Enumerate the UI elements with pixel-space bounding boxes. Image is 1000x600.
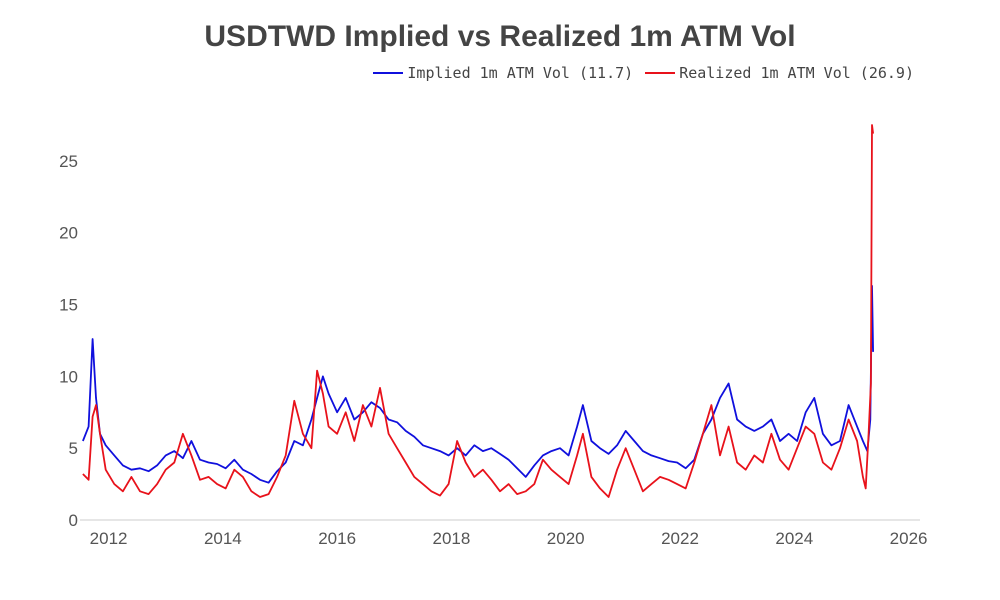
legend-item-realized[interactable]: Realized 1m ATM Vol (26.9)	[645, 64, 914, 82]
x-tick-label: 2022	[661, 529, 699, 548]
x-tick-label: 2016	[318, 529, 356, 548]
x-tick-label: 2012	[90, 529, 128, 548]
y-tick-label: 15	[59, 296, 78, 315]
legend-item-implied[interactable]: Implied 1m ATM Vol (11.7)	[373, 64, 633, 82]
series-line-implied[interactable]	[82, 284, 874, 484]
chart-title: USDTWD Implied vs Realized 1m ATM Vol	[204, 20, 796, 53]
x-tick-label: 2024	[775, 529, 813, 548]
y-tick-label: 5	[69, 439, 78, 458]
x-tick-label: 2020	[547, 529, 585, 548]
y-tick-label: 0	[69, 511, 78, 530]
x-tick-label: 2018	[433, 529, 471, 548]
legend-swatch-realized	[645, 72, 676, 74]
y-tick-label: 25	[59, 152, 78, 171]
legend-label-realized: Realized 1m ATM Vol (26.9)	[679, 64, 914, 82]
legend: Implied 1m ATM Vol (11.7) Realized 1m AT…	[361, 64, 914, 82]
x-tick-label: 2014	[204, 529, 242, 548]
x-tick-label: 2026	[890, 529, 928, 548]
legend-swatch-implied	[373, 72, 404, 74]
y-tick-label: 20	[59, 224, 78, 243]
series-line-realized[interactable]	[82, 124, 874, 498]
legend-label-implied: Implied 1m ATM Vol (11.7)	[407, 64, 634, 82]
y-tick-label: 10	[59, 367, 78, 386]
